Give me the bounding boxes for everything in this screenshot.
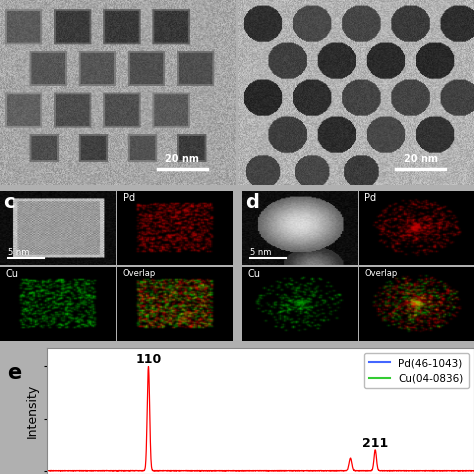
Text: 211: 211 [362, 437, 388, 450]
Legend: Pd(46-1043), Cu(04-0836): Pd(46-1043), Cu(04-0836) [364, 353, 469, 389]
Text: 5 nm: 5 nm [250, 247, 271, 256]
Text: 20 nm: 20 nm [403, 154, 438, 164]
Text: Overlap: Overlap [365, 269, 398, 278]
Text: 5 nm: 5 nm [8, 247, 29, 256]
Text: 20 nm: 20 nm [165, 154, 199, 164]
Text: Cu: Cu [247, 269, 261, 279]
Text: d: d [246, 193, 259, 212]
Text: Overlap: Overlap [123, 269, 156, 278]
Text: Cu: Cu [6, 269, 19, 279]
Text: Pd: Pd [123, 193, 135, 203]
Text: e: e [7, 363, 21, 383]
Text: c: c [3, 193, 15, 212]
Text: Pd: Pd [365, 193, 376, 203]
Y-axis label: Intensity: Intensity [26, 383, 39, 438]
Text: 110: 110 [135, 354, 162, 366]
